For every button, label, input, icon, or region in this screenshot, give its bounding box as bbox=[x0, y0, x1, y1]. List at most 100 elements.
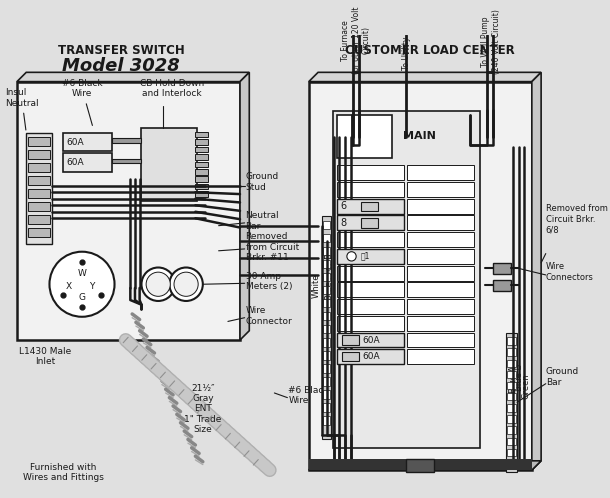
Bar bbox=[28, 176, 51, 185]
Text: MAIN: MAIN bbox=[403, 131, 436, 141]
Text: 万1: 万1 bbox=[361, 252, 370, 261]
Bar bbox=[337, 249, 404, 264]
Bar bbox=[337, 199, 404, 214]
Bar bbox=[323, 312, 330, 321]
Circle shape bbox=[146, 272, 170, 296]
Bar bbox=[195, 139, 209, 145]
Bar bbox=[507, 404, 516, 411]
Bar bbox=[322, 217, 331, 439]
Bar bbox=[323, 299, 330, 307]
Text: Insul
Neutral: Insul Neutral bbox=[5, 88, 38, 130]
Text: 60A: 60A bbox=[66, 137, 84, 146]
Bar bbox=[337, 349, 404, 364]
Bar bbox=[195, 161, 209, 167]
Polygon shape bbox=[17, 72, 249, 82]
Bar bbox=[337, 349, 404, 364]
Bar bbox=[407, 265, 474, 280]
Bar bbox=[507, 349, 516, 356]
Polygon shape bbox=[240, 72, 249, 340]
Bar bbox=[26, 133, 52, 245]
Text: To Utility: To Utility bbox=[402, 37, 411, 71]
Bar bbox=[407, 349, 474, 364]
Text: Removed from
Circuit Brkr.
6/8: Removed from Circuit Brkr. 6/8 bbox=[546, 204, 608, 234]
Text: W: W bbox=[77, 268, 87, 277]
Bar bbox=[323, 286, 330, 294]
Bar bbox=[28, 163, 51, 172]
Text: Y: Y bbox=[88, 281, 94, 291]
Text: 8: 8 bbox=[340, 218, 346, 228]
Bar bbox=[337, 282, 404, 297]
Bar bbox=[337, 299, 404, 314]
Bar bbox=[323, 390, 330, 398]
Bar bbox=[323, 351, 330, 360]
Bar bbox=[342, 352, 359, 362]
Text: To Well Pump
(240 Volt Circuit): To Well Pump (240 Volt Circuit) bbox=[481, 9, 501, 74]
Text: CUSTOMER LOAD CENTER: CUSTOMER LOAD CENTER bbox=[345, 44, 514, 57]
Bar bbox=[493, 263, 511, 274]
Bar bbox=[323, 247, 330, 255]
Bar bbox=[195, 184, 209, 189]
Bar bbox=[28, 216, 51, 224]
Polygon shape bbox=[309, 72, 541, 82]
Bar bbox=[28, 229, 51, 237]
Bar bbox=[407, 216, 474, 231]
Bar bbox=[323, 377, 330, 385]
Bar bbox=[506, 333, 517, 472]
Text: To Furnace
(or other 120 Volt
Circuit): To Furnace (or other 120 Volt Circuit) bbox=[341, 6, 371, 74]
Circle shape bbox=[49, 251, 115, 317]
Text: Neutral
Bar: Neutral Bar bbox=[246, 211, 279, 231]
Text: 21¹⁄₂″
Gray
ENT
1" Trade
Size: 21¹⁄₂″ Gray ENT 1" Trade Size bbox=[184, 383, 221, 434]
Bar bbox=[337, 216, 404, 231]
Text: Blue A or B: Blue A or B bbox=[325, 253, 334, 300]
Text: Ground
Bar: Ground Bar bbox=[546, 368, 579, 387]
Bar bbox=[63, 153, 112, 172]
Text: 60A: 60A bbox=[363, 336, 380, 345]
Bar bbox=[507, 371, 516, 378]
Bar bbox=[323, 260, 330, 268]
Bar bbox=[323, 338, 330, 347]
Text: TRANSFER SWITCH: TRANSFER SWITCH bbox=[58, 44, 184, 57]
Bar bbox=[407, 232, 474, 247]
Bar bbox=[407, 165, 474, 180]
Bar bbox=[63, 133, 112, 151]
Text: Model 3028: Model 3028 bbox=[62, 57, 180, 76]
Bar bbox=[337, 249, 404, 264]
Text: #6 Black
Wire: #6 Black Wire bbox=[289, 386, 329, 405]
Bar bbox=[323, 273, 330, 281]
Bar bbox=[28, 137, 51, 146]
Text: G: G bbox=[79, 293, 85, 302]
Circle shape bbox=[174, 272, 198, 296]
Bar bbox=[323, 364, 330, 373]
Bar bbox=[407, 299, 474, 314]
Bar bbox=[323, 416, 330, 425]
Text: Furnished with
Wires and Fittings: Furnished with Wires and Fittings bbox=[23, 463, 104, 482]
Bar bbox=[337, 333, 404, 348]
Text: CB Hold Down
and Interlock: CB Hold Down and Interlock bbox=[140, 79, 204, 99]
Bar bbox=[337, 316, 404, 331]
Bar bbox=[407, 316, 474, 331]
Bar bbox=[112, 138, 142, 143]
Circle shape bbox=[142, 267, 175, 301]
Text: Wire
Connector: Wire Connector bbox=[246, 306, 292, 326]
Bar bbox=[337, 232, 404, 247]
Bar bbox=[337, 165, 404, 180]
Bar bbox=[361, 202, 378, 211]
Bar bbox=[337, 265, 404, 280]
Bar bbox=[407, 199, 474, 214]
Bar bbox=[195, 169, 209, 175]
Bar bbox=[407, 282, 474, 297]
Bar bbox=[112, 159, 142, 163]
Bar bbox=[493, 279, 511, 291]
Bar bbox=[342, 335, 359, 345]
Bar bbox=[195, 176, 209, 182]
Bar bbox=[309, 459, 532, 470]
Bar bbox=[337, 199, 404, 214]
Bar bbox=[406, 459, 434, 472]
Text: Wire
Connectors: Wire Connectors bbox=[546, 262, 594, 282]
Text: 30 Amp
Meters (2): 30 Amp Meters (2) bbox=[246, 272, 292, 291]
Bar bbox=[407, 182, 474, 197]
Bar bbox=[195, 147, 209, 152]
Bar bbox=[337, 333, 404, 348]
Bar bbox=[309, 82, 532, 470]
Bar bbox=[507, 438, 516, 445]
